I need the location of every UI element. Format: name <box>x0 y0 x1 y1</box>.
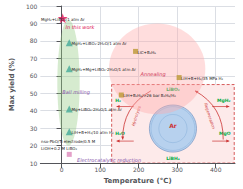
svg-text:Regeneration: Regeneration <box>203 102 217 130</box>
svg-text:Max yield (%): Max yield (%) <box>8 58 16 112</box>
svg-text:30: 30 <box>30 125 38 132</box>
svg-text:0: 0 <box>60 166 64 173</box>
svg-text:100: 100 <box>26 3 38 10</box>
svg-text:Annealing: Annealing <box>140 71 166 78</box>
svg-text:MgO: MgO <box>219 131 231 136</box>
svg-text:LiH+B₂H₆/>26 bar B₂H₆/H₂: LiH+B₂H₆/>26 bar B₂H₆/H₂ <box>123 93 176 98</box>
svg-text:MgH₂: MgH₂ <box>217 98 230 103</box>
svg-text:40: 40 <box>30 107 38 114</box>
svg-text:300: 300 <box>171 166 183 173</box>
svg-text:60: 60 <box>30 72 38 79</box>
svg-text:In this work: In this work <box>65 24 95 30</box>
svg-text:Mg+LiBO₂·2H₂O/1 atm Ar: Mg+LiBO₂·2H₂O/1 atm Ar <box>72 107 123 112</box>
svg-text:nso-PbO/Ti electrode/0.5 M: nso-PbO/Ti electrode/0.5 M <box>41 139 96 144</box>
svg-text:80: 80 <box>30 37 38 44</box>
svg-text:Electrocatalytic reduction: Electrocatalytic reduction <box>77 157 141 164</box>
svg-text:H₂O: H₂O <box>115 131 125 136</box>
svg-text:200: 200 <box>133 166 145 173</box>
svg-text:LiBH₄: LiBH₄ <box>166 156 180 161</box>
svg-text:20: 20 <box>30 142 38 149</box>
svg-text:400: 400 <box>210 166 222 173</box>
svg-text:LiH+B+H₂/10 atm H₂: LiH+B+H₂/10 atm H₂ <box>72 130 114 135</box>
svg-text:MgH₂+LiBO₂·2H₂O/1 atm Ar: MgH₂+LiBO₂·2H₂O/1 atm Ar <box>72 41 127 46</box>
svg-text:Ball milling: Ball milling <box>62 89 90 96</box>
svg-text:H₂: H₂ <box>115 98 121 103</box>
svg-text:LiOH+0.2 M LiBO₂: LiOH+0.2 M LiBO₂ <box>41 146 77 151</box>
svg-text:50: 50 <box>30 90 38 97</box>
svg-text:70: 70 <box>30 55 38 62</box>
svg-text:Ar: Ar <box>169 122 177 129</box>
svg-text:10: 10 <box>30 160 38 167</box>
svg-text:100: 100 <box>94 166 106 173</box>
svg-text:LiC+B₂H₆: LiC+B₂H₆ <box>137 50 156 55</box>
svg-text:MgH₂+LiBO₂/1 atm Ar: MgH₂+LiBO₂/1 atm Ar <box>41 17 85 22</box>
svg-text:MgH₂+Mg+LiBO₂·2H₂O/1 atm Ar: MgH₂+Mg+LiBO₂·2H₂O/1 atm Ar <box>72 67 137 72</box>
svg-text:LiH+B+H₂/35 MPa H₂: LiH+B+H₂/35 MPa H₂ <box>181 76 224 81</box>
svg-text:90: 90 <box>30 20 38 27</box>
svg-text:Temperature (°C): Temperature (°C) <box>104 177 172 185</box>
svg-text:Hydrolysis: Hydrolysis <box>130 105 142 127</box>
